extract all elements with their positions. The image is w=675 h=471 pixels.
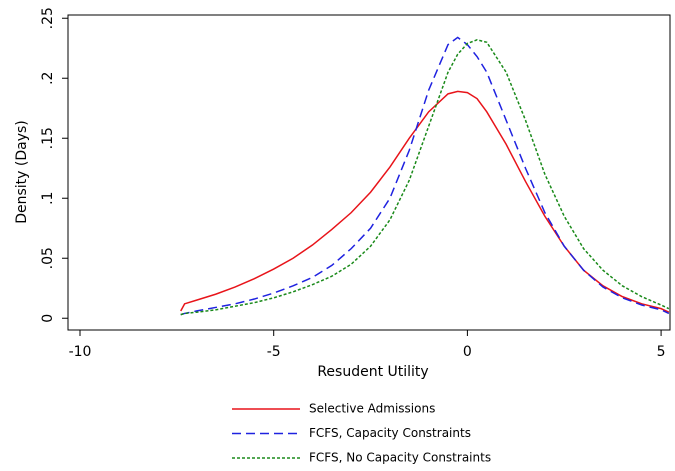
line-series <box>180 36 670 316</box>
y-tick-label: .05 <box>40 247 56 269</box>
y-tick-label: .1 <box>40 192 56 205</box>
y-tick-label: .15 <box>40 127 56 149</box>
y-tick-label: .25 <box>40 7 56 29</box>
x-tick-label: -5 <box>267 344 281 360</box>
line-series <box>180 90 670 313</box>
plot-frame <box>67 14 671 331</box>
y-tick-label: .2 <box>40 72 56 85</box>
y-axis-title: Density (Days) <box>14 120 30 224</box>
x-tick-label: 5 <box>657 344 666 360</box>
legend-label: Selective Admissions <box>309 402 435 416</box>
legend-label: FCFS, Capacity Constraints <box>309 426 471 440</box>
x-tick-label: 0 <box>463 344 472 360</box>
line-series <box>180 39 670 316</box>
x-tick-label: -10 <box>69 344 92 360</box>
legend-label: FCFS, No Capacity Constraints <box>309 451 491 465</box>
x-axis-title: Resudent Utility <box>317 364 428 380</box>
y-tick-label: 0 <box>40 314 56 323</box>
